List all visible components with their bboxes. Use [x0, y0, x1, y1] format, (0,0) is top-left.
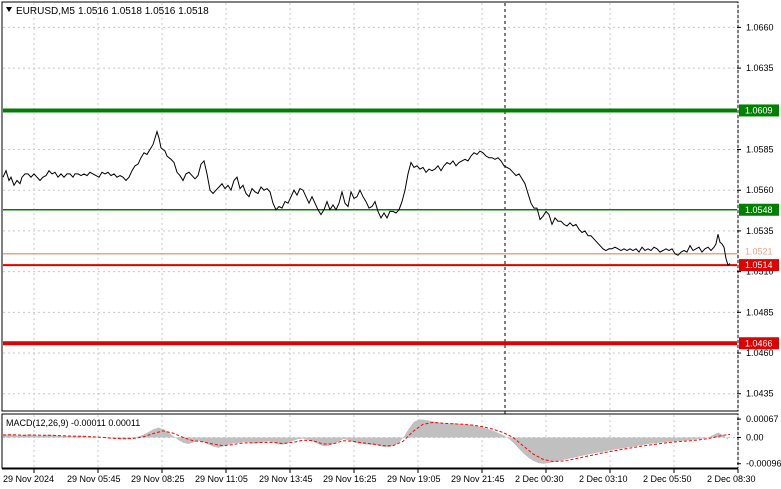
- x-tick-label: 29 Nov 19:05: [387, 474, 441, 484]
- level-tag-bg: [739, 337, 779, 350]
- y-tick-label: 1.0660: [746, 22, 774, 32]
- price-panel-frame: [1, 1, 739, 412]
- y-tick-label: 0.00067: [746, 414, 779, 424]
- level-tag-label: 1.0514: [745, 260, 773, 270]
- x-tick-label: 29 Nov 05:45: [67, 474, 121, 484]
- level-price-tags: 1.0609 1.0548 1.0521 1.0514 1.0466: [739, 104, 779, 350]
- y-tick-label: 1.0535: [746, 226, 774, 236]
- x-tick-label: 2 Dec 03:10: [579, 474, 628, 484]
- y-tick-label: 1.0460: [746, 348, 774, 358]
- symbol-timeframe: EURUSD,M5: [16, 6, 75, 17]
- level-tag-label: 1.0466: [745, 338, 773, 348]
- x-tick-label: 29 Nov 21:45: [451, 474, 505, 484]
- level-tag-bg: [739, 247, 779, 256]
- x-tick-label: 29 Nov 16:25: [323, 474, 377, 484]
- x-tick-label: 29 Nov 2024: [3, 474, 54, 484]
- level-tag-bg: [739, 104, 779, 117]
- macd-label: MACD(12,26,9) -0.00011 0.00011: [6, 418, 140, 428]
- price-grid: [3, 3, 739, 410]
- level-tag-bg: [739, 259, 779, 272]
- y-tick-label: 1.0485: [746, 307, 774, 317]
- y-tick-label: 1.0585: [746, 145, 774, 155]
- y-tick-label: -0.00096: [746, 459, 781, 469]
- level-tag-label: 1.0609: [745, 105, 773, 115]
- x-tick-label: 29 Nov 08:25: [131, 474, 185, 484]
- y-tick-label: 0.00: [746, 432, 764, 442]
- macd-panel[interactable]: 0.00067 0.00 -0.00096 MACD(12,26,9) -0.000…: [1, 413, 781, 469]
- y-tick-label: 1.0635: [746, 63, 774, 73]
- price-panel[interactable]: 1.0660 1.0635 1.0585 1.0560 1.0535 1.0510 1.04…: [1, 1, 779, 467]
- price-line: [2, 129, 731, 266]
- chart-header: EURUSD,M5 1.0516 1.0518 1.0516 1.0518: [6, 6, 209, 17]
- level-tag-bg: [739, 203, 779, 216]
- price-axis: 1.0660 1.0635 1.0585 1.0560 1.0535 1.0510 1.04…: [737, 22, 774, 399]
- y-tick-label: 1.0510: [746, 267, 774, 277]
- dropdown-triangle-icon[interactable]: [6, 7, 12, 12]
- y-tick-label: 1.0435: [746, 389, 774, 399]
- x-tick-label: 2 Dec 00:30: [515, 474, 564, 484]
- time-axis: 29 Nov 2024 29 Nov 05:45 29 Nov 08:25 29 No…: [2, 468, 756, 484]
- x-tick-label: 29 Nov 13:45: [259, 474, 313, 484]
- level-lines: [3, 108, 737, 346]
- y-tick-label: 1.0560: [746, 185, 774, 195]
- x-tick-label: 29 Nov 11:05: [195, 474, 248, 484]
- x-tick-label: 2 Dec 08:30: [707, 474, 756, 484]
- level-tag-label: 1.0548: [745, 205, 773, 215]
- ohlc-values: 1.0516 1.0518 1.0516 1.0518: [78, 6, 209, 17]
- level-tag-label: 1.0521: [745, 247, 773, 257]
- macd-signal-line: [2, 421, 731, 463]
- macd-axis: 0.00067 0.00 -0.00096: [737, 414, 781, 469]
- x-tick-label: 2 Dec 05:50: [643, 474, 692, 484]
